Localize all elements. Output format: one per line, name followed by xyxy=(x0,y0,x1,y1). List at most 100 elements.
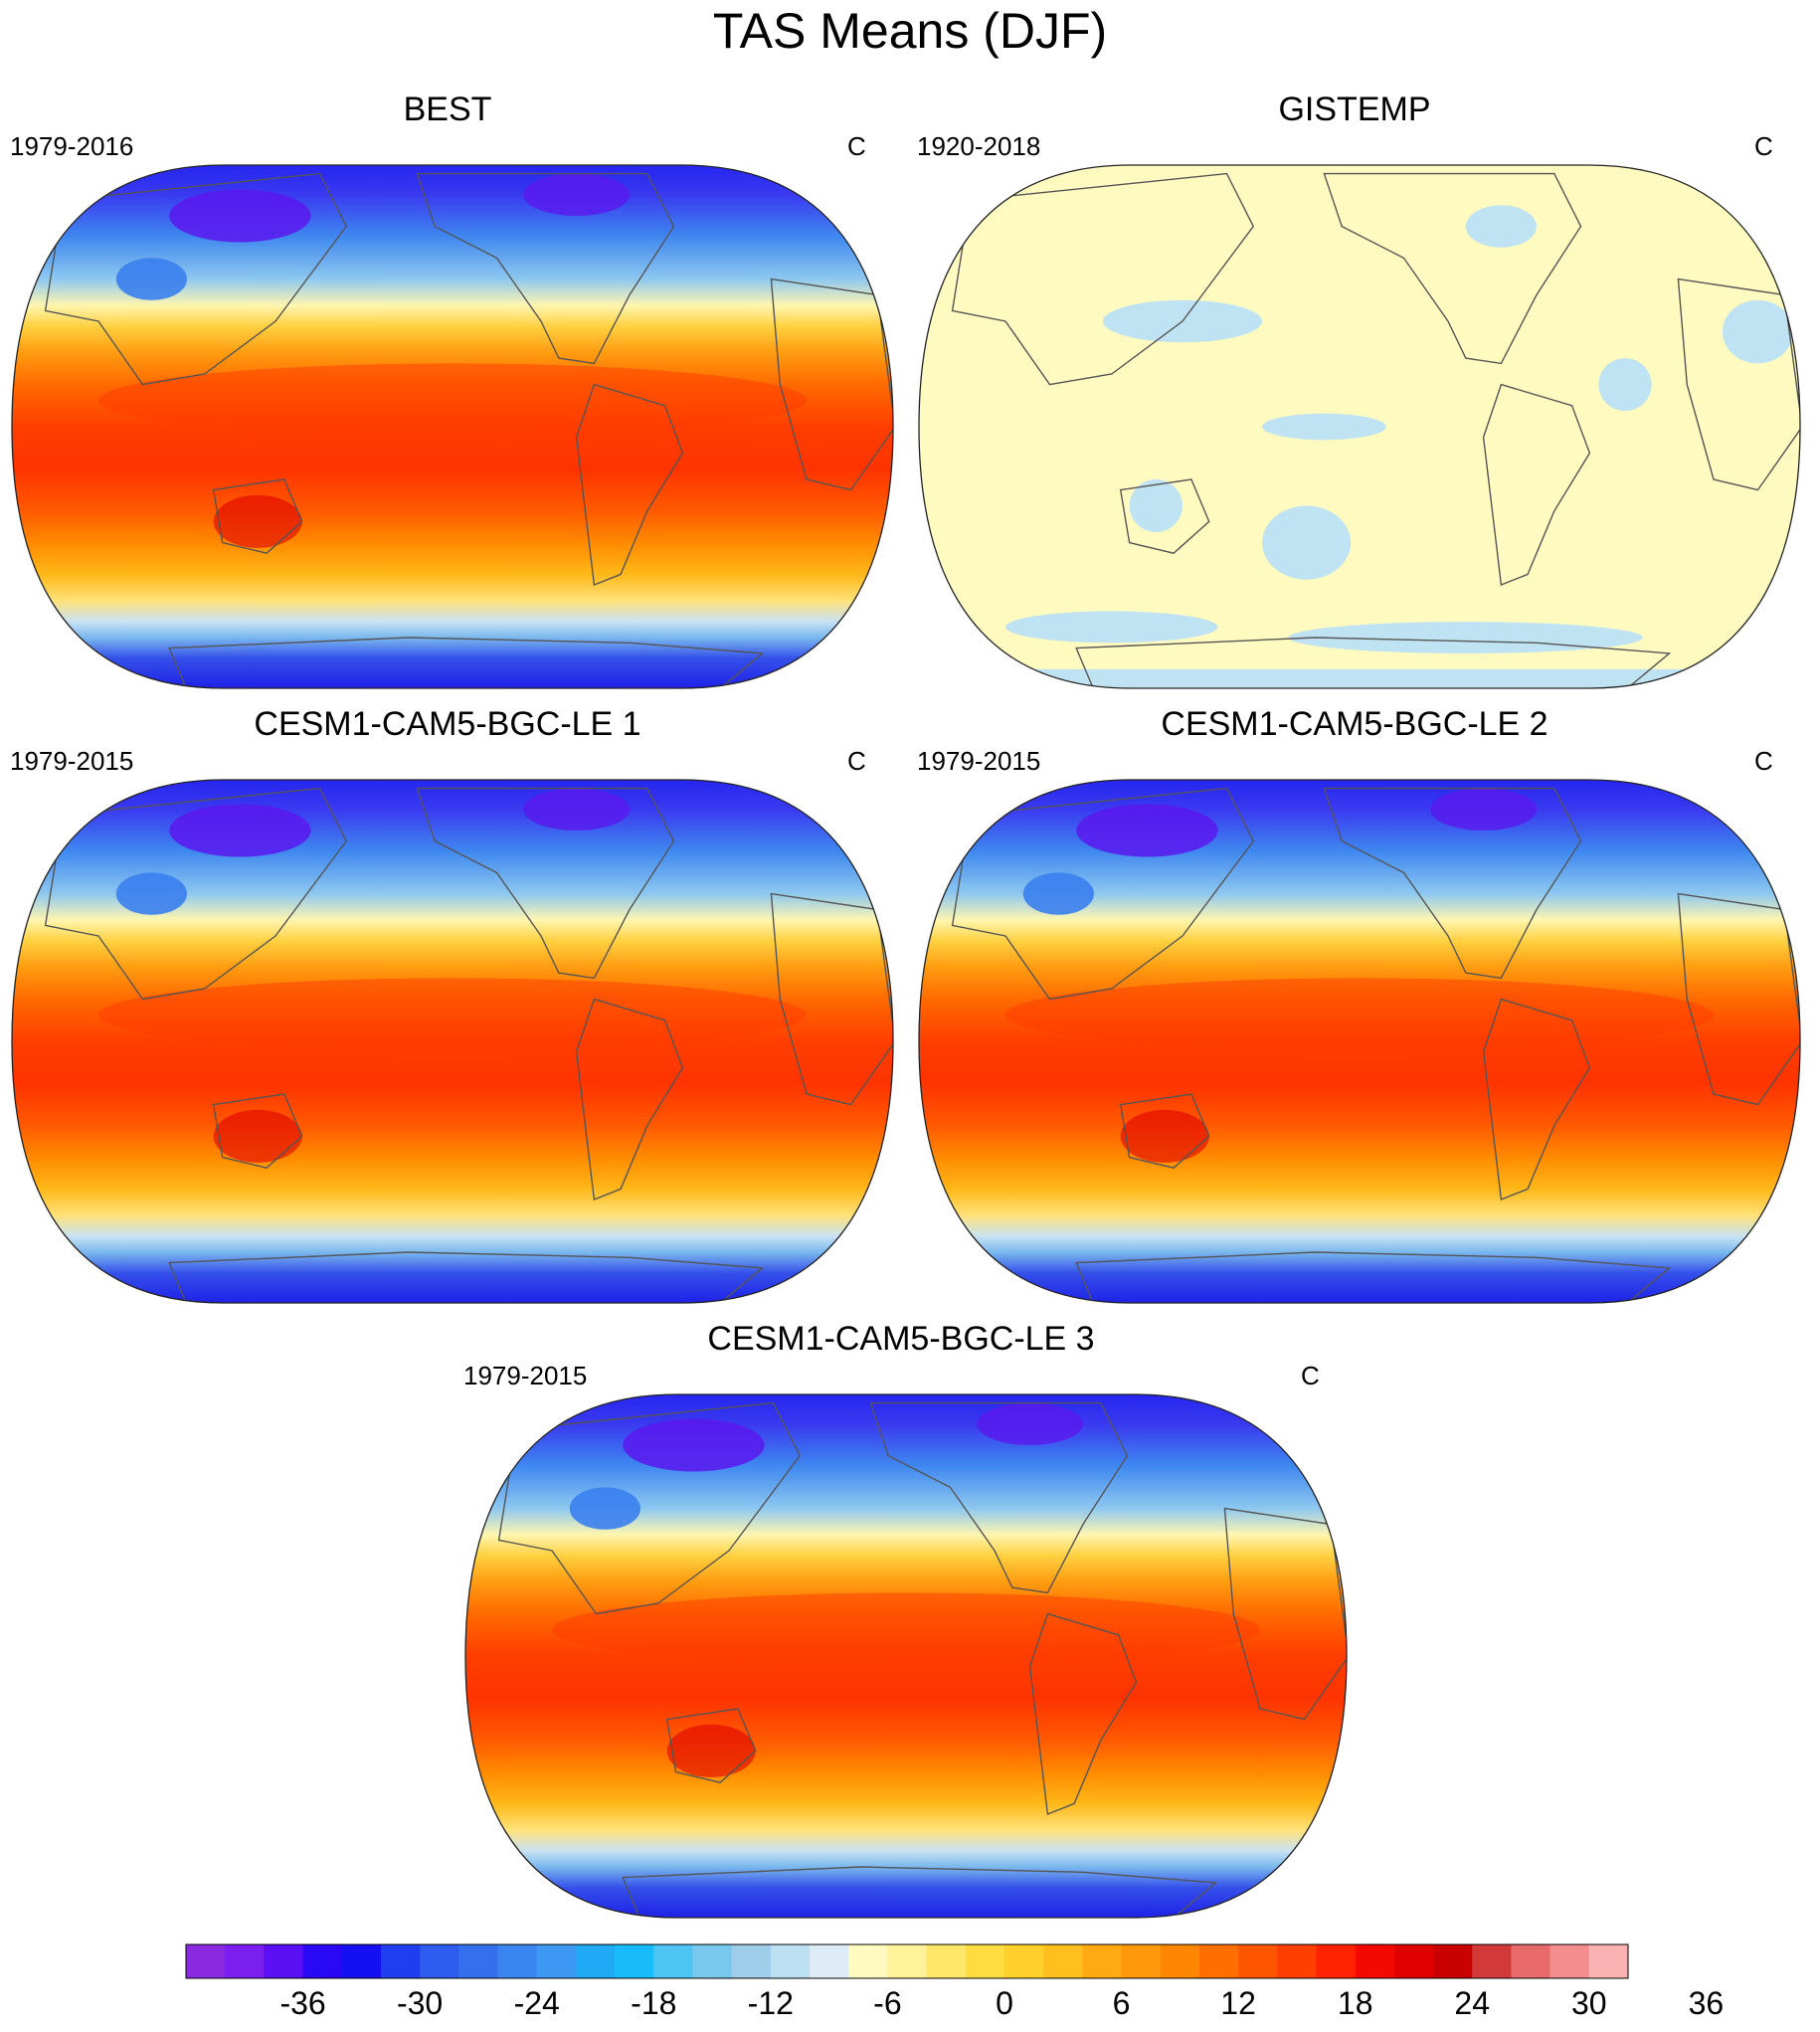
panel-title: BEST xyxy=(403,91,492,128)
colorbar-swatch xyxy=(1121,1944,1162,1978)
colorbar-swatch xyxy=(497,1944,538,1978)
map-panel: BEST 1979-2016 C xyxy=(0,90,895,696)
map-outline xyxy=(464,1393,1348,1919)
coastline-samerica xyxy=(1028,1612,1138,1815)
colorbar-tick-label: 18 xyxy=(1338,1985,1373,2021)
colorbar-swatch xyxy=(1549,1944,1590,1978)
colorbar-swatch xyxy=(536,1944,577,1978)
colorbar-swatch xyxy=(302,1944,343,1978)
colorbar-tick-label: 0 xyxy=(996,1985,1013,2021)
colorbar-swatch xyxy=(264,1944,303,1978)
anomaly-patch xyxy=(919,668,1800,688)
warm-region xyxy=(98,363,807,438)
colorbar-swatch xyxy=(1238,1944,1278,1978)
world-map xyxy=(918,164,1801,689)
colorbar-swatch xyxy=(1160,1944,1200,1978)
panel-title: GISTEMP xyxy=(1278,91,1431,128)
anomaly-patch xyxy=(1465,205,1537,248)
colorbar-tick-label: -12 xyxy=(748,1985,794,2021)
coastline-asia xyxy=(44,172,348,386)
colorbar-tick-label: -30 xyxy=(397,1985,443,2021)
coastline-namerica xyxy=(416,172,675,365)
cold-region xyxy=(115,872,187,915)
coastline-asia xyxy=(951,172,1255,386)
panel-title: CESM1-CAM5-BGC-LE 1 xyxy=(254,705,641,743)
colorbar-swatch xyxy=(458,1944,498,1978)
colorbar-swatch xyxy=(615,1944,654,1978)
colorbar-swatch xyxy=(965,1944,1005,1978)
cold-region xyxy=(1022,872,1094,915)
warm-region xyxy=(1005,978,1714,1052)
warm-region xyxy=(666,1724,756,1777)
coastline-namerica xyxy=(869,1401,1129,1594)
colorbar-swatch xyxy=(1393,1944,1434,1978)
cold-region xyxy=(1076,804,1218,857)
coastline-asia xyxy=(951,787,1255,1001)
colorbar-swatch xyxy=(225,1944,265,1978)
colorbar-swatch xyxy=(1003,1944,1044,1978)
cold-region xyxy=(115,258,187,300)
colorbar-swatch xyxy=(1511,1944,1551,1978)
coastline-antarctic xyxy=(168,1251,765,1303)
world-map xyxy=(918,779,1801,1304)
colorbar-tick-label: 36 xyxy=(1689,1985,1725,2021)
colorbar-tick-label: -6 xyxy=(873,1985,901,2021)
coastline-australia xyxy=(212,1093,303,1169)
anomaly-patch xyxy=(1598,358,1652,412)
map-outline xyxy=(918,779,1801,1304)
world-map xyxy=(11,164,894,689)
map-outline xyxy=(11,164,894,689)
main-title: TAS Means (DJF) xyxy=(712,3,1108,59)
colorbar-tick-label: 30 xyxy=(1571,1985,1607,2021)
colorbar-swatch xyxy=(1588,1944,1629,1978)
panel-title: CESM1-CAM5-BGC-LE 3 xyxy=(707,1320,1095,1358)
cold-region xyxy=(523,173,630,216)
panel-period: 1979-2015 xyxy=(10,746,134,776)
colorbar-swatch xyxy=(692,1944,733,1978)
map-outline xyxy=(11,779,894,1304)
warm-region xyxy=(213,494,302,548)
coastline-samerica xyxy=(1482,998,1591,1201)
warm-region xyxy=(98,978,807,1052)
coastline-namerica xyxy=(416,787,675,980)
colorbar-swatch xyxy=(1355,1944,1395,1978)
coastline-australia xyxy=(665,1708,757,1783)
coastline-samerica xyxy=(1482,383,1591,586)
world-map xyxy=(464,1393,1348,1919)
colorbar-swatch xyxy=(1043,1944,1083,1978)
colorbar-swatch xyxy=(1277,1944,1317,1978)
colorbar-swatch xyxy=(575,1944,616,1978)
colorbar-swatch xyxy=(926,1944,967,1978)
coastline-antarctic xyxy=(622,1866,1218,1918)
colorbar-frame xyxy=(185,1943,1629,1979)
panel-period: 1979-2016 xyxy=(10,131,134,161)
coastline-samerica xyxy=(575,998,684,1201)
map-panel: CESM1-CAM5-BGC-LE 3 1979-2015 C xyxy=(454,1319,1349,1926)
warm-region xyxy=(552,1592,1260,1667)
panel-units: C xyxy=(1754,131,1773,161)
coastline-samerica xyxy=(575,383,684,586)
world-map xyxy=(11,779,894,1304)
coastline-australia xyxy=(212,478,303,554)
panel-period: 1979-2015 xyxy=(917,746,1041,776)
panel-period: 1920-2018 xyxy=(917,131,1041,161)
colorbar-tick-label: -24 xyxy=(514,1985,560,2021)
colorbar-swatch xyxy=(1433,1944,1473,1978)
cold-region xyxy=(1430,788,1537,831)
colorbar-swatch xyxy=(1316,1944,1357,1978)
colorbar-swatch xyxy=(653,1944,693,1978)
cold-region xyxy=(569,1487,640,1530)
colorbar-swatch xyxy=(420,1944,459,1978)
coastline-antarctic xyxy=(1075,637,1672,688)
coastline-antarctic xyxy=(168,637,765,688)
colorbar-swatch xyxy=(887,1944,927,1978)
cold-region xyxy=(169,189,311,243)
colorbar-swatch xyxy=(848,1944,888,1978)
panel-units: C xyxy=(847,131,866,161)
cold-region xyxy=(523,788,630,831)
warm-region xyxy=(1120,1109,1209,1163)
colorbar-tick-label: 6 xyxy=(1113,1985,1131,2021)
colorbar-swatch xyxy=(186,1944,226,1978)
panel-units: C xyxy=(1754,746,1773,776)
panel-units: C xyxy=(847,746,866,776)
